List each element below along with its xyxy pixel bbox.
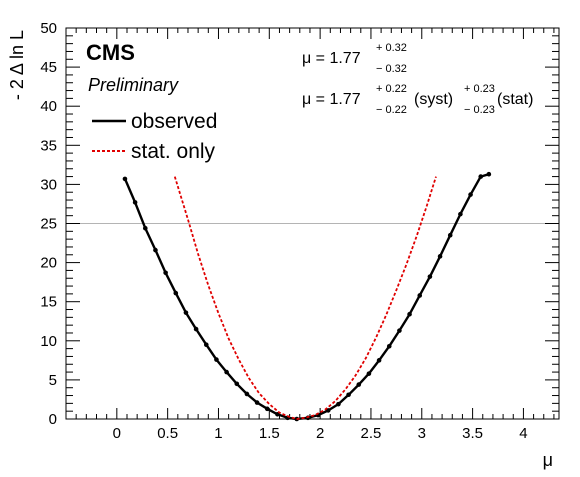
legend-label-observed: observed (131, 110, 217, 133)
fit-stat-up: + 0.23 (464, 83, 495, 95)
y-tick-label: 35 (40, 137, 57, 154)
series-point-observed (447, 232, 453, 238)
series-line-observed (123, 173, 490, 421)
series-point-observed (376, 358, 382, 363)
series-point-observed (122, 176, 128, 182)
fit-result-total: μ = 1.77 + 0.32 − 0.32 (302, 42, 407, 75)
series-point-observed (468, 192, 473, 197)
series-point-observed (203, 342, 209, 348)
series-point-observed (244, 391, 250, 397)
x-tick-label: 2 (316, 425, 324, 442)
fit-stat-label: (stat) (497, 91, 533, 108)
y-tick-label: 0 (49, 411, 57, 428)
series-point-observed (214, 357, 219, 362)
series-point-observed (437, 254, 443, 259)
fit-syst-up: + 0.22 (376, 83, 407, 95)
series-point-observed (325, 408, 331, 413)
y-tick-label: 5 (49, 372, 57, 389)
y-axis-title: - 2 Δ ln L (7, 30, 27, 100)
fit-total-down: − 0.32 (376, 63, 407, 75)
fit-stat-down: − 0.23 (464, 104, 495, 116)
y-tick-label: 10 (40, 333, 57, 350)
series-point-observed (478, 174, 484, 179)
series-point-observed (163, 270, 168, 276)
series-point-observed (356, 382, 362, 387)
legend-label-stat-only: stat. only (131, 140, 216, 163)
fit-total-up: + 0.32 (376, 42, 407, 54)
series-point-observed (173, 290, 179, 296)
x-tick-label: 3.5 (462, 425, 483, 442)
series-point-observed (264, 406, 270, 412)
x-tick-label: 1 (214, 425, 222, 442)
y-tick-label: 40 (40, 98, 57, 115)
series-point-observed (234, 381, 240, 387)
x-tick-label: 1.5 (259, 425, 280, 442)
y-tick-label: 15 (40, 294, 57, 311)
fit-breakdown-value: μ = 1.77 (302, 91, 361, 108)
y-tick-label: 20 (40, 255, 57, 272)
x-tick-label: 3 (418, 425, 426, 442)
fit-syst-down: − 0.22 (376, 104, 407, 116)
y-tick-label: 30 (40, 176, 57, 193)
series-point-observed (275, 412, 280, 417)
y-tick-label: 50 (40, 20, 57, 37)
legend: observed stat. only (92, 110, 217, 163)
series-point-observed (183, 310, 189, 315)
series-point-observed (336, 401, 341, 407)
series-point-observed (458, 211, 463, 217)
x-tick-label: 4 (519, 425, 527, 442)
series-point-observed (397, 328, 402, 333)
series-point-observed (417, 293, 423, 298)
series-point-observed (366, 371, 372, 376)
fit-total-value: μ = 1.77 (302, 50, 361, 67)
series-point-observed (153, 247, 158, 253)
y-tick-label: 45 (40, 59, 57, 76)
series-line-stat-only (173, 176, 437, 420)
series-point-observed (407, 311, 412, 317)
x-axis-title: μ (543, 450, 553, 470)
x-tick-label: 0.5 (157, 425, 178, 442)
experiment-label: CMS (86, 40, 135, 65)
status-label: Preliminary (88, 75, 179, 95)
y-tick-label: 25 (40, 216, 57, 233)
x-tick-label: 0 (113, 425, 121, 442)
series-point-observed (386, 343, 392, 349)
series-point-observed (224, 369, 229, 375)
fit-syst-label: (syst) (414, 91, 453, 108)
x-tick-label: 2.5 (361, 425, 382, 442)
series-point-observed (346, 392, 351, 398)
fit-result-breakdown: μ = 1.77 + 0.22 − 0.22 (syst) + 0.23 − 0… (302, 83, 533, 116)
series-point-observed (193, 326, 199, 332)
series-point-observed (132, 200, 138, 205)
series-point-observed (142, 225, 148, 231)
series-point-observed (427, 274, 433, 279)
series-point-observed (486, 171, 492, 177)
series-point-observed (254, 400, 260, 405)
